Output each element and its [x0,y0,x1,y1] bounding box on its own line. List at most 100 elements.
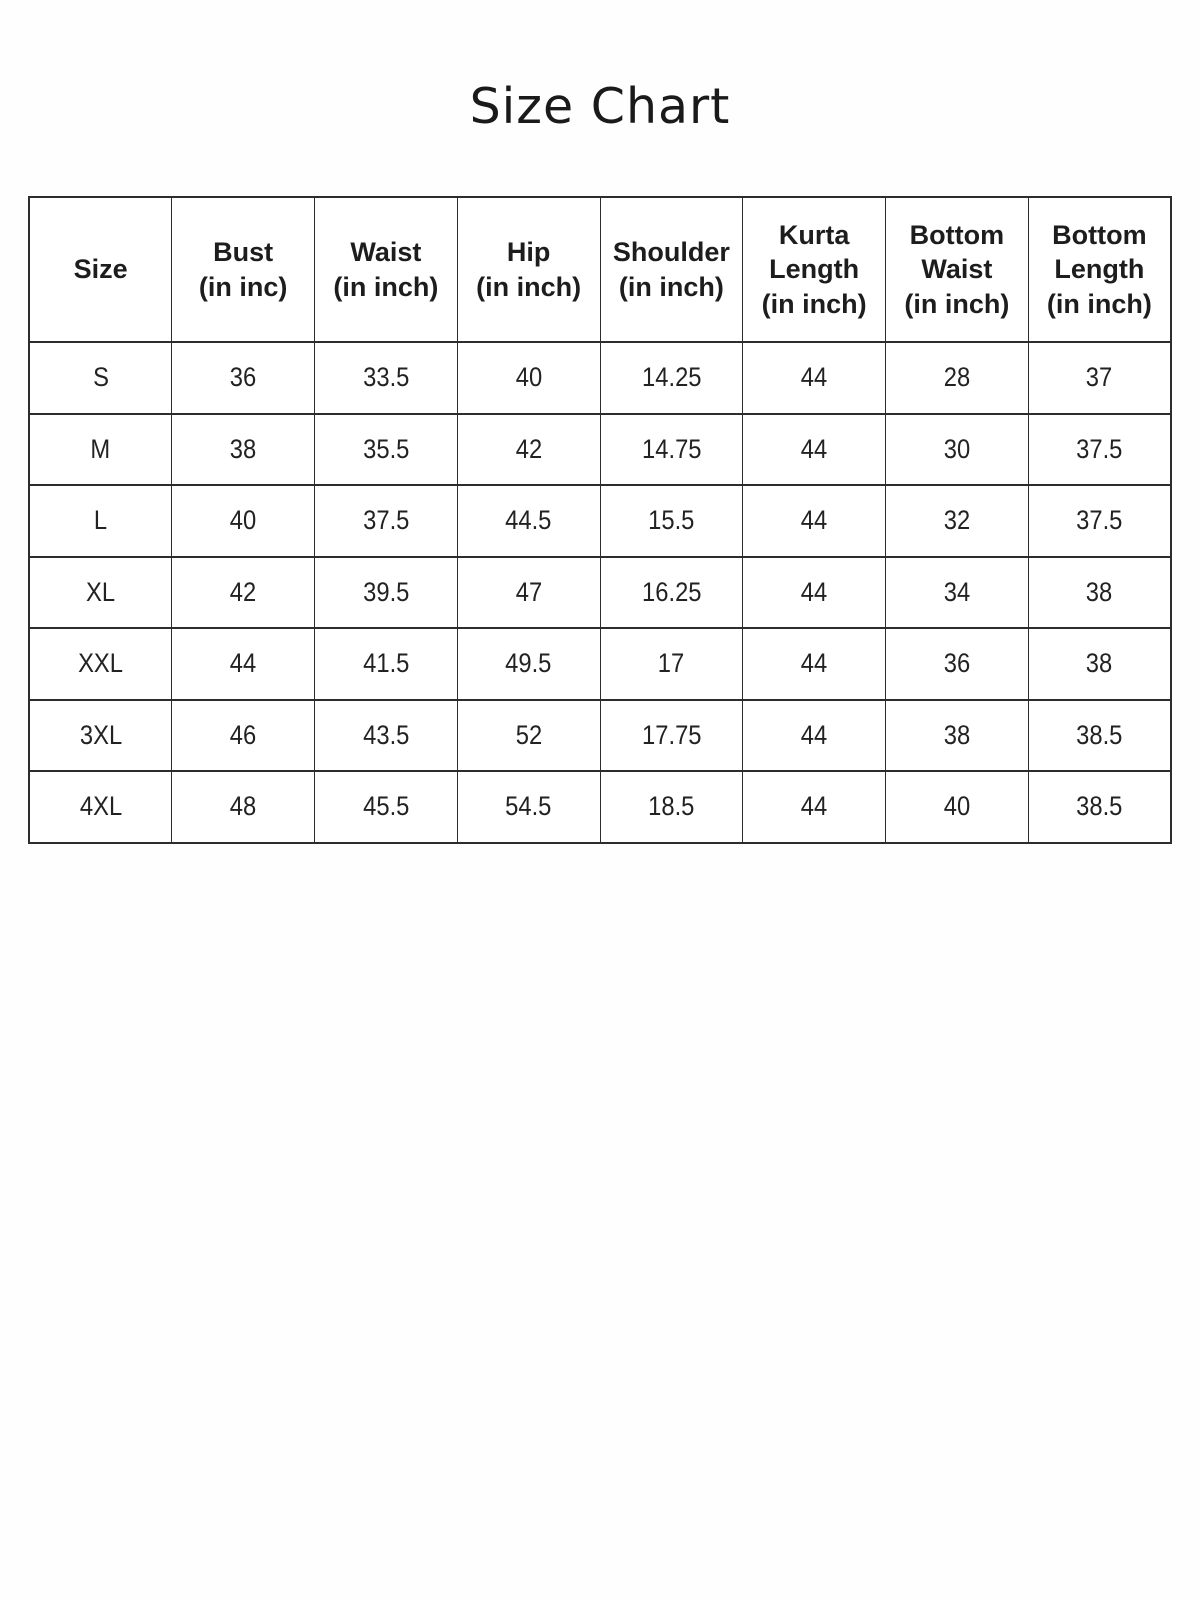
cell-text: 40 [515,362,542,393]
value-cell-bottom-waist: 28 [885,341,1029,415]
cell-text: 44 [800,505,828,536]
col-header-label: Waist (in inch) [333,237,439,302]
size-chart-table: Size Bust (in inc) Waist (in inch) Hip (in … [28,196,1172,844]
cell-text: 17.75 [641,719,702,750]
col-header-bust: Bust (in inc) [171,196,315,343]
value-cell-waist: 43.5 [314,698,458,772]
value-cell-bottom-waist: 34 [885,555,1029,629]
cell-text: 30 [943,433,971,464]
value-cell-kurta-length: 44 [742,412,886,486]
cell-text: 3XL [79,719,122,750]
value-cell-kurta-length: 44 [742,770,886,844]
table-row-3xl: 3XL 46 43.5 52 17.75 44 38 38.5 [28,698,1172,772]
cell-text: 37.5 [362,505,410,536]
value-cell-hip: 54.5 [456,770,601,844]
size-label-cell: L [28,484,173,558]
table-row-xxl: XXL 44 41.5 49.5 17 44 36 38 [28,627,1172,701]
cell-text: 28 [943,362,971,393]
value-cell-bottom-length: 37.5 [1027,484,1172,558]
cell-text: L [94,505,108,536]
value-cell-bust: 44 [171,627,315,701]
cell-text: 18.5 [648,791,695,822]
value-cell-hip: 44.5 [456,484,601,558]
col-header-label: Shoulder (in inch) [612,237,730,302]
cell-text: 54.5 [505,791,552,822]
cell-text: 44 [800,719,828,750]
cell-text: 38 [229,433,257,464]
value-cell-hip: 40 [456,341,601,415]
value-cell-bottom-length: 38 [1027,555,1172,629]
col-header-bottom-length: Bottom Length (in inch) [1027,196,1172,343]
value-cell-bottom-length: 38.5 [1027,698,1172,772]
cell-text: 32 [943,505,971,536]
value-cell-bust: 46 [171,698,315,772]
col-header-size: Size [28,196,173,343]
cell-text: 36 [943,648,971,679]
cell-text: 40 [943,791,971,822]
value-cell-hip: 47 [456,555,601,629]
cell-text: 14.25 [641,362,702,393]
table-row-m: M 38 35.5 42 14.75 44 30 37.5 [28,412,1172,486]
col-header-bottom-waist: Bottom Waist (in inch) [885,196,1029,343]
value-cell-kurta-length: 44 [742,698,886,772]
cell-text: 44 [800,648,828,679]
cell-text: XL [86,576,116,607]
size-label-cell: 3XL [28,698,173,772]
cell-text: 34 [943,576,971,607]
cell-text: 40 [229,505,257,536]
size-label-cell: S [28,341,173,415]
value-cell-kurta-length: 44 [742,627,886,701]
value-cell-shoulder: 16.25 [599,555,744,629]
cell-text: S [92,362,109,393]
value-cell-bust: 38 [171,412,315,486]
value-cell-bottom-waist: 30 [885,412,1029,486]
cell-text: 44 [800,791,828,822]
size-label-cell: XL [28,555,173,629]
cell-text: 46 [229,719,257,750]
value-cell-shoulder: 18.5 [599,770,744,844]
cell-text: 42 [515,433,542,464]
cell-text: 43.5 [362,719,410,750]
table-row-xl: XL 42 39.5 47 16.25 44 34 38 [28,555,1172,629]
value-cell-waist: 35.5 [314,412,458,486]
col-header-hip: Hip (in inch) [456,196,601,343]
table-row-4xl: 4XL 48 45.5 54.5 18.5 44 40 38.5 [28,770,1172,844]
value-cell-kurta-length: 44 [742,484,886,558]
cell-text: 44.5 [505,505,552,536]
value-cell-bust: 40 [171,484,315,558]
cell-text: 38 [1086,576,1113,607]
value-cell-bust: 42 [171,555,315,629]
cell-text: XXL [78,648,124,679]
cell-text: 42 [229,576,257,607]
cell-text: 14.75 [641,433,702,464]
value-cell-waist: 37.5 [314,484,458,558]
cell-text: 36 [229,362,257,393]
size-label-cell: XXL [28,627,173,701]
value-cell-bust: 48 [171,770,315,844]
value-cell-kurta-length: 44 [742,555,886,629]
cell-text: 15.5 [648,505,695,536]
col-header-label: Bust (in inc) [198,237,288,302]
table-row-l: L 40 37.5 44.5 15.5 44 32 37.5 [28,484,1172,558]
page-title: Size Chart [469,78,731,135]
header-row: Size Bust (in inc) Waist (in inch) Hip (in … [28,196,1172,343]
cell-text: 38.5 [1076,791,1123,822]
value-cell-hip: 49.5 [456,627,601,701]
cell-text: 48 [229,791,257,822]
value-cell-bottom-waist: 38 [885,698,1029,772]
value-cell-bottom-length: 37.5 [1027,412,1172,486]
cell-text: 44 [800,433,828,464]
col-header-kurta-length: Kurta Length (in inch) [742,196,886,343]
value-cell-waist: 39.5 [314,555,458,629]
table-body: S 36 33.5 40 14.25 44 28 37 M 38 35.5 42 14.75 44 30 37… [28,341,1172,844]
value-cell-bottom-length: 38 [1027,627,1172,701]
cell-text: 49.5 [505,648,552,679]
value-cell-kurta-length: 44 [742,341,886,415]
cell-text: 35.5 [362,433,410,464]
size-label-cell: M [28,412,173,486]
value-cell-hip: 52 [456,698,601,772]
value-cell-bottom-length: 37 [1027,341,1172,415]
cell-text: 47 [515,576,542,607]
value-cell-bottom-waist: 36 [885,627,1029,701]
cell-text: 44 [229,648,257,679]
